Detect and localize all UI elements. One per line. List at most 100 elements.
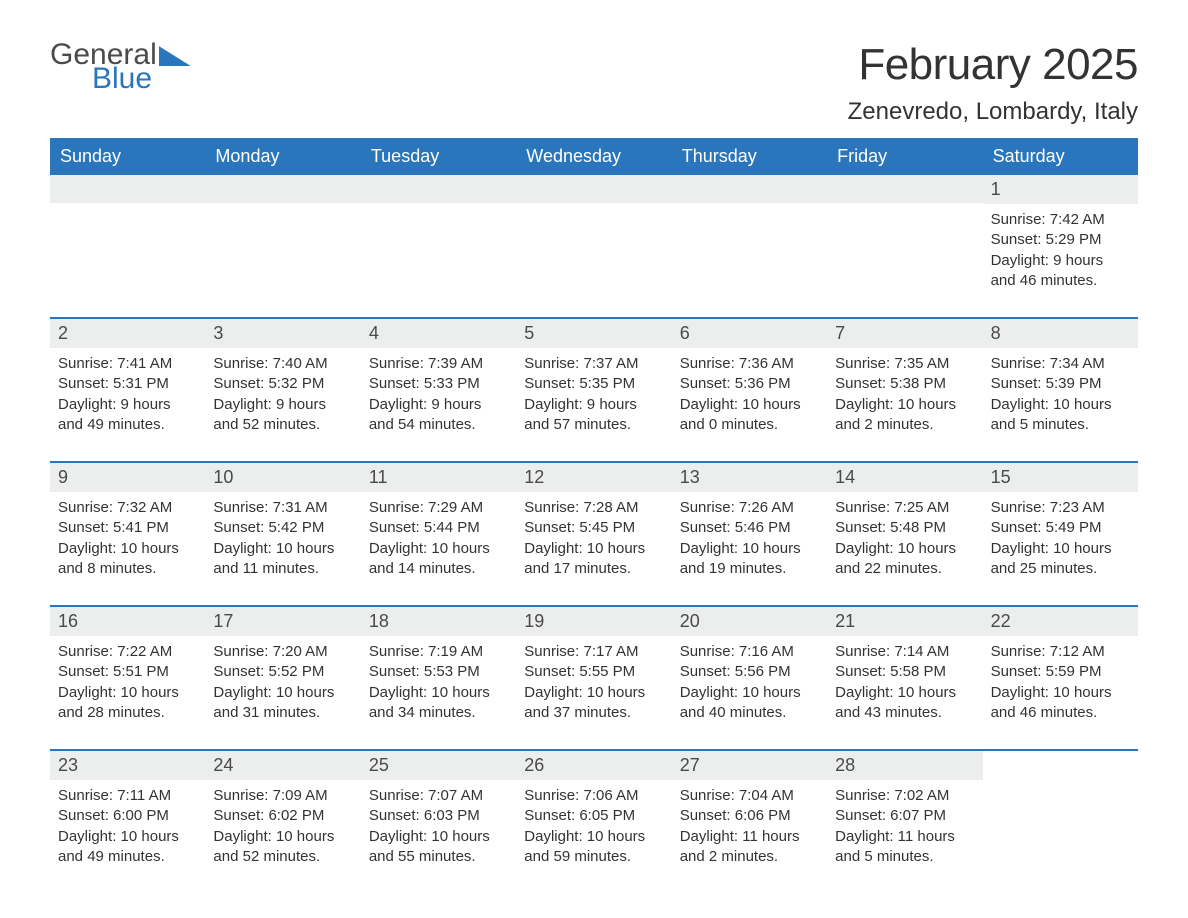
- sunset-line: Sunset: 6:06 PM: [680, 806, 819, 826]
- sunrise-line: Sunrise: 7:35 AM: [835, 354, 974, 374]
- day-body: Sunrise: 7:25 AMSunset: 5:48 PMDaylight:…: [827, 492, 982, 581]
- day-cell: 3Sunrise: 7:40 AMSunset: 5:32 PMDaylight…: [205, 319, 360, 437]
- flag-icon: [159, 46, 191, 66]
- sunset-line: Sunset: 5:46 PM: [680, 518, 819, 538]
- day-body: Sunrise: 7:39 AMSunset: 5:33 PMDaylight:…: [361, 348, 516, 437]
- sunset-line: Sunset: 5:58 PM: [835, 662, 974, 682]
- day-number: 21: [827, 607, 982, 636]
- day-number: 3: [205, 319, 360, 348]
- weekday-header: Wednesday: [516, 138, 671, 175]
- weekday-header: Sunday: [50, 138, 205, 175]
- day-cell: 8Sunrise: 7:34 AMSunset: 5:39 PMDaylight…: [983, 319, 1138, 437]
- empty-day-strip: [361, 175, 516, 203]
- day-cell: 20Sunrise: 7:16 AMSunset: 5:56 PMDayligh…: [672, 607, 827, 725]
- sunset-line: Sunset: 5:31 PM: [58, 374, 197, 394]
- daylight-line: Daylight: 10 hours and 19 minutes.: [680, 539, 819, 580]
- weekday-header: Saturday: [983, 138, 1138, 175]
- daylight-line: Daylight: 9 hours and 46 minutes.: [991, 251, 1130, 292]
- sunrise-line: Sunrise: 7:29 AM: [369, 498, 508, 518]
- day-cell: [827, 175, 982, 293]
- empty-day-strip: [516, 175, 671, 203]
- day-number: 20: [672, 607, 827, 636]
- day-number: 13: [672, 463, 827, 492]
- daylight-line: Daylight: 9 hours and 54 minutes.: [369, 395, 508, 436]
- day-number: 7: [827, 319, 982, 348]
- sunset-line: Sunset: 5:35 PM: [524, 374, 663, 394]
- day-number: 22: [983, 607, 1138, 636]
- day-body: Sunrise: 7:06 AMSunset: 6:05 PMDaylight:…: [516, 780, 671, 869]
- day-body: Sunrise: 7:02 AMSunset: 6:07 PMDaylight:…: [827, 780, 982, 869]
- sunset-line: Sunset: 5:59 PM: [991, 662, 1130, 682]
- sunset-line: Sunset: 5:56 PM: [680, 662, 819, 682]
- day-body: Sunrise: 7:35 AMSunset: 5:38 PMDaylight:…: [827, 348, 982, 437]
- day-body: Sunrise: 7:04 AMSunset: 6:06 PMDaylight:…: [672, 780, 827, 869]
- day-cell: 25Sunrise: 7:07 AMSunset: 6:03 PMDayligh…: [361, 751, 516, 869]
- day-cell: 18Sunrise: 7:19 AMSunset: 5:53 PMDayligh…: [361, 607, 516, 725]
- day-cell: 23Sunrise: 7:11 AMSunset: 6:00 PMDayligh…: [50, 751, 205, 869]
- day-body: Sunrise: 7:20 AMSunset: 5:52 PMDaylight:…: [205, 636, 360, 725]
- sunrise-line: Sunrise: 7:41 AM: [58, 354, 197, 374]
- day-cell: [672, 175, 827, 293]
- day-cell: 27Sunrise: 7:04 AMSunset: 6:06 PMDayligh…: [672, 751, 827, 869]
- sunrise-line: Sunrise: 7:17 AM: [524, 642, 663, 662]
- sunset-line: Sunset: 6:07 PM: [835, 806, 974, 826]
- sunrise-line: Sunrise: 7:04 AM: [680, 786, 819, 806]
- sunset-line: Sunset: 5:38 PM: [835, 374, 974, 394]
- day-body: Sunrise: 7:37 AMSunset: 5:35 PMDaylight:…: [516, 348, 671, 437]
- sunrise-line: Sunrise: 7:34 AM: [991, 354, 1130, 374]
- day-number: 4: [361, 319, 516, 348]
- day-body: Sunrise: 7:12 AMSunset: 5:59 PMDaylight:…: [983, 636, 1138, 725]
- sunrise-line: Sunrise: 7:40 AM: [213, 354, 352, 374]
- daylight-line: Daylight: 10 hours and 59 minutes.: [524, 827, 663, 868]
- day-number: 28: [827, 751, 982, 780]
- daylight-line: Daylight: 10 hours and 0 minutes.: [680, 395, 819, 436]
- day-number: 10: [205, 463, 360, 492]
- daylight-line: Daylight: 10 hours and 52 minutes.: [213, 827, 352, 868]
- day-cell: 14Sunrise: 7:25 AMSunset: 5:48 PMDayligh…: [827, 463, 982, 581]
- day-body: Sunrise: 7:22 AMSunset: 5:51 PMDaylight:…: [50, 636, 205, 725]
- day-body: Sunrise: 7:19 AMSunset: 5:53 PMDaylight:…: [361, 636, 516, 725]
- sunset-line: Sunset: 5:52 PM: [213, 662, 352, 682]
- weekday-header: Tuesday: [361, 138, 516, 175]
- sunset-line: Sunset: 5:55 PM: [524, 662, 663, 682]
- sunrise-line: Sunrise: 7:23 AM: [991, 498, 1130, 518]
- sunrise-line: Sunrise: 7:39 AM: [369, 354, 508, 374]
- daylight-line: Daylight: 10 hours and 37 minutes.: [524, 683, 663, 724]
- empty-day-strip: [672, 175, 827, 203]
- daylight-line: Daylight: 10 hours and 17 minutes.: [524, 539, 663, 580]
- sunset-line: Sunset: 5:41 PM: [58, 518, 197, 538]
- day-body: Sunrise: 7:41 AMSunset: 5:31 PMDaylight:…: [50, 348, 205, 437]
- day-number: 26: [516, 751, 671, 780]
- day-number: 6: [672, 319, 827, 348]
- day-number: 23: [50, 751, 205, 780]
- day-cell: 11Sunrise: 7:29 AMSunset: 5:44 PMDayligh…: [361, 463, 516, 581]
- sunset-line: Sunset: 5:36 PM: [680, 374, 819, 394]
- week-row: 23Sunrise: 7:11 AMSunset: 6:00 PMDayligh…: [50, 749, 1138, 869]
- day-number: 27: [672, 751, 827, 780]
- sunrise-line: Sunrise: 7:36 AM: [680, 354, 819, 374]
- day-number: 11: [361, 463, 516, 492]
- daylight-line: Daylight: 10 hours and 34 minutes.: [369, 683, 508, 724]
- location-subtitle: Zenevredo, Lombardy, Italy: [848, 98, 1138, 126]
- sunset-line: Sunset: 6:05 PM: [524, 806, 663, 826]
- day-cell: [361, 175, 516, 293]
- daylight-line: Daylight: 11 hours and 5 minutes.: [835, 827, 974, 868]
- weekday-header-row: SundayMondayTuesdayWednesdayThursdayFrid…: [50, 138, 1138, 175]
- sunrise-line: Sunrise: 7:26 AM: [680, 498, 819, 518]
- week-row: 9Sunrise: 7:32 AMSunset: 5:41 PMDaylight…: [50, 461, 1138, 581]
- day-cell: 2Sunrise: 7:41 AMSunset: 5:31 PMDaylight…: [50, 319, 205, 437]
- day-cell: 16Sunrise: 7:22 AMSunset: 5:51 PMDayligh…: [50, 607, 205, 725]
- day-number: 19: [516, 607, 671, 636]
- sunrise-line: Sunrise: 7:02 AM: [835, 786, 974, 806]
- day-cell: 9Sunrise: 7:32 AMSunset: 5:41 PMDaylight…: [50, 463, 205, 581]
- daylight-line: Daylight: 10 hours and 8 minutes.: [58, 539, 197, 580]
- title-block: February 2025 Zenevredo, Lombardy, Italy: [848, 40, 1138, 126]
- day-cell: 12Sunrise: 7:28 AMSunset: 5:45 PMDayligh…: [516, 463, 671, 581]
- sunset-line: Sunset: 5:53 PM: [369, 662, 508, 682]
- day-cell: 26Sunrise: 7:06 AMSunset: 6:05 PMDayligh…: [516, 751, 671, 869]
- day-number: 16: [50, 607, 205, 636]
- day-body: Sunrise: 7:28 AMSunset: 5:45 PMDaylight:…: [516, 492, 671, 581]
- day-body: Sunrise: 7:11 AMSunset: 6:00 PMDaylight:…: [50, 780, 205, 869]
- day-number: 17: [205, 607, 360, 636]
- sunrise-line: Sunrise: 7:12 AM: [991, 642, 1130, 662]
